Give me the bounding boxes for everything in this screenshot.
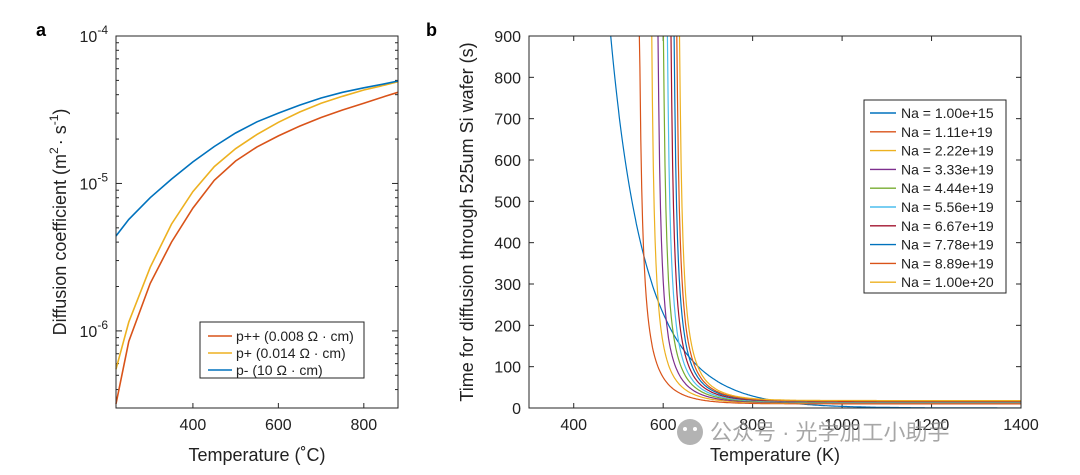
panel-b-ytick-label: 100: [494, 360, 521, 377]
panel-b-label: b: [426, 20, 437, 40]
panel-b-ytick-label: 600: [494, 153, 521, 170]
panel-b-legend-label-3: Na = 3.33e+19: [901, 161, 994, 177]
panel-a-legend-label-2: p- (10 Ω · cm): [236, 362, 323, 378]
panel-a-ytick-label: 10-6: [80, 318, 109, 341]
panel-a-legend: p++ (0.008 Ω · cm)p+ (0.014 Ω · cm)p- (1…: [199, 321, 365, 379]
panel-b-ytick-label: 200: [494, 318, 521, 335]
panel-b-ytick-label: 500: [494, 194, 521, 211]
panel-b-xlabel: Temperature (K): [710, 445, 840, 465]
panel-b-legend: Na = 1.00e+15 Na = 1.11e+19 Na = 2.22e+19 N…: [863, 99, 1007, 294]
panel-b-axes-box: [528, 35, 1022, 409]
panel-b-ticks: 400 600 800 1000 1200 1400 0 100 200 300 400 500 600…: [494, 29, 1039, 434]
panel-a-axes-box: [115, 35, 399, 409]
panel-a-xlabel: Temperature (˚C): [188, 445, 325, 465]
panel-b-ylabel: Time for diffusion through 525um Si wafe…: [457, 42, 477, 401]
panel-a-series-line-0: [115, 91, 399, 405]
panel-a-ylabel: Diffusion coefficient (m2· s-1): [47, 109, 70, 336]
panel-b-ytick-label: 700: [494, 112, 521, 129]
panel-a-series-line-2: [115, 80, 399, 237]
panel-b-xtick-label: 600: [650, 417, 677, 434]
panel-b-ytick-label: 0: [512, 401, 521, 418]
panel-b-legend-label-2: Na = 2.22e+19: [901, 143, 994, 159]
panel-a-ytick-label: 10-5: [80, 170, 109, 193]
panel-b-series-line-1: [638, 36, 1021, 405]
panel-b-legend-label-9: Na = 1.00e+20: [901, 274, 994, 290]
panel-b-legend-label-1: Na = 1.11e+19: [901, 124, 993, 140]
panel-a-label: a: [36, 20, 47, 40]
panel-a-xtick-label: 800: [350, 417, 377, 434]
watermark: 公众号 · 光学加工小助手: [677, 419, 950, 445]
panel-a-xtick-label: 600: [265, 417, 292, 434]
panel-b-series-line-9: [678, 36, 1021, 402]
panel-b-xtick-label: 1200: [914, 417, 950, 434]
panel-b-series: [610, 36, 1021, 408]
wechat-icon-eye-right: [693, 427, 697, 431]
panel-a: a 400 600 800 10-6 10-5 10-4 Temperature (˚C)…: [36, 20, 399, 465]
panel-a-series: [115, 80, 399, 405]
panel-b-xtick-label: 1000: [824, 417, 860, 434]
panel-b-legend-label-5: Na = 5.56e+19: [901, 199, 994, 215]
panel-a-xtick-label: 400: [180, 417, 207, 434]
panel-b-ytick-label: 400: [494, 236, 521, 253]
panel-a-legend-box: [199, 321, 365, 379]
wechat-icon: [677, 419, 703, 445]
panel-b-legend-label-0: Na = 1.00e+15: [901, 105, 994, 121]
panel-b-xtick-label: 400: [560, 417, 587, 434]
panel-b-xtick-label: 800: [739, 417, 766, 434]
panel-b-xtick-label: 1400: [1003, 417, 1039, 434]
panel-a-series-line-1: [115, 80, 399, 370]
panel-a-legend-label-1: p+ (0.014 Ω · cm): [236, 345, 346, 361]
panel-b-ytick-label: 800: [494, 70, 521, 87]
panel-b-legend-label-7: Na = 7.78e+19: [901, 237, 994, 253]
panel-b-ytick-label: 900: [494, 29, 521, 46]
panel-b-ytick-label: 300: [494, 277, 521, 294]
watermark-text: 公众号 · 光学加工小助手: [710, 420, 950, 445]
panel-a-legend-label-0: p++ (0.008 Ω · cm): [236, 328, 354, 344]
panel-a-ytick-label: 10-4: [80, 23, 109, 46]
panel-b-legend-label-4: Na = 4.44e+19: [901, 180, 994, 196]
wechat-icon-eye-left: [683, 427, 687, 431]
panel-b-legend-label-6: Na = 6.67e+19: [901, 218, 994, 234]
panel-b-legend-label-8: Na = 8.89e+19: [901, 255, 994, 271]
panel-b: b 400 600 800 1000 1200 1400 0 100 200 300 400 500 6…: [426, 20, 1039, 465]
